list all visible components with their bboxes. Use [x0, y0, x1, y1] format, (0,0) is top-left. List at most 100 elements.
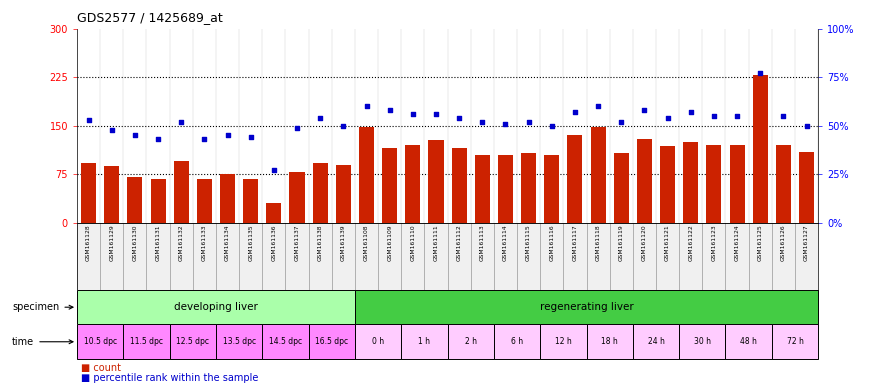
Point: [174, 119, 188, 125]
Text: 1 h: 1 h: [418, 337, 430, 346]
Point: [545, 123, 559, 129]
Text: GSM161133: GSM161133: [202, 225, 206, 261]
Bar: [683, 142, 698, 223]
Bar: [706, 145, 721, 223]
Text: developing liver: developing liver: [174, 302, 258, 312]
Text: GSM161108: GSM161108: [364, 225, 369, 261]
Bar: [312, 162, 328, 223]
Text: GSM161132: GSM161132: [178, 225, 184, 262]
Text: GSM161118: GSM161118: [596, 225, 600, 262]
Point: [81, 117, 95, 123]
Text: GSM161138: GSM161138: [318, 225, 323, 261]
Point: [522, 119, 536, 125]
Point: [267, 167, 281, 174]
Bar: [128, 177, 143, 223]
Bar: [216, 324, 262, 359]
Bar: [170, 324, 216, 359]
Bar: [448, 324, 493, 359]
Text: GSM161126: GSM161126: [780, 225, 786, 262]
Bar: [382, 148, 397, 223]
Bar: [336, 164, 351, 223]
Text: GSM161115: GSM161115: [526, 225, 531, 262]
Point: [128, 132, 142, 139]
Text: GSM161135: GSM161135: [248, 225, 253, 262]
Text: 24 h: 24 h: [648, 337, 664, 346]
Text: GSM161119: GSM161119: [619, 225, 624, 262]
Text: 6 h: 6 h: [511, 337, 523, 346]
Text: GSM161121: GSM161121: [665, 225, 670, 262]
Bar: [799, 152, 814, 223]
Bar: [498, 155, 513, 223]
Text: GSM161128: GSM161128: [86, 225, 91, 262]
Text: ■ count: ■ count: [81, 363, 122, 373]
Point: [499, 121, 513, 127]
Bar: [104, 166, 119, 223]
Bar: [540, 324, 586, 359]
Bar: [81, 163, 96, 223]
Bar: [123, 324, 170, 359]
Bar: [452, 148, 466, 223]
Point: [336, 123, 350, 129]
Bar: [290, 172, 304, 223]
Bar: [613, 153, 629, 223]
Point: [592, 103, 605, 109]
Bar: [776, 145, 791, 223]
Point: [707, 113, 721, 119]
Point: [105, 127, 119, 133]
Text: GSM161114: GSM161114: [503, 225, 508, 262]
Text: 10.5 dpc: 10.5 dpc: [84, 337, 116, 346]
Text: GSM161137: GSM161137: [295, 225, 299, 262]
Bar: [243, 179, 258, 223]
Text: 30 h: 30 h: [694, 337, 710, 346]
Bar: [660, 146, 676, 223]
Bar: [355, 324, 402, 359]
Text: GSM161111: GSM161111: [433, 225, 438, 262]
Point: [614, 119, 628, 125]
Text: GSM161123: GSM161123: [711, 225, 717, 262]
Point: [637, 107, 651, 113]
Bar: [220, 174, 235, 223]
Text: 13.5 dpc: 13.5 dpc: [222, 337, 255, 346]
Point: [313, 115, 327, 121]
Point: [661, 115, 675, 121]
Bar: [174, 161, 189, 223]
Bar: [262, 324, 309, 359]
Text: 18 h: 18 h: [601, 337, 618, 346]
Bar: [309, 324, 355, 359]
Text: GSM161113: GSM161113: [480, 225, 485, 262]
Text: specimen: specimen: [12, 302, 73, 312]
Text: 12 h: 12 h: [555, 337, 571, 346]
Point: [198, 136, 212, 142]
Text: regenerating liver: regenerating liver: [540, 302, 634, 312]
Bar: [402, 324, 448, 359]
Point: [475, 119, 489, 125]
Text: GSM161117: GSM161117: [572, 225, 578, 262]
Text: GSM161129: GSM161129: [109, 225, 115, 262]
Point: [683, 109, 697, 115]
Point: [220, 132, 234, 139]
Text: GSM161109: GSM161109: [387, 225, 392, 261]
Text: 72 h: 72 h: [787, 337, 803, 346]
Bar: [679, 324, 725, 359]
Point: [151, 136, 165, 142]
Bar: [752, 75, 767, 223]
Bar: [772, 324, 818, 359]
Text: 11.5 dpc: 11.5 dpc: [130, 337, 163, 346]
Bar: [493, 324, 540, 359]
Bar: [359, 127, 374, 223]
Bar: [150, 179, 165, 223]
Bar: [633, 324, 679, 359]
Text: GSM161127: GSM161127: [804, 225, 809, 262]
Point: [360, 103, 374, 109]
Text: GSM161110: GSM161110: [410, 225, 416, 262]
Bar: [522, 153, 536, 223]
Point: [753, 70, 767, 76]
Text: 48 h: 48 h: [740, 337, 757, 346]
Point: [406, 111, 420, 117]
Point: [730, 113, 744, 119]
Text: ■ percentile rank within the sample: ■ percentile rank within the sample: [81, 373, 259, 383]
Point: [568, 109, 582, 115]
Text: GSM161134: GSM161134: [225, 225, 230, 261]
Bar: [77, 324, 123, 359]
Point: [382, 107, 396, 113]
